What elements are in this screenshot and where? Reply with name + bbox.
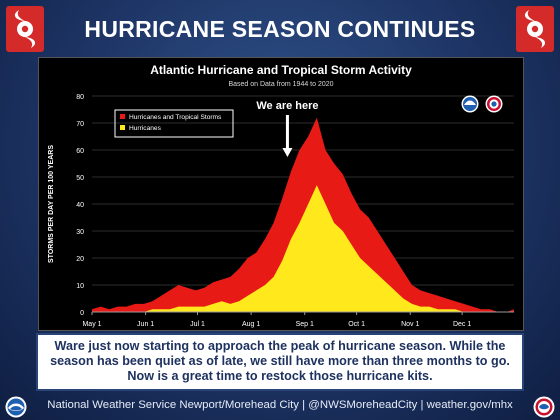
x-tick-label: Nov 1 bbox=[401, 321, 419, 328]
footer-office: National Weather Service Newport/Morehea… bbox=[47, 399, 299, 411]
nws-logo-icon bbox=[533, 396, 555, 418]
hurricane-symbol-icon bbox=[6, 6, 44, 52]
x-tick-label: May 1 bbox=[82, 321, 101, 328]
y-tick-label: 10 bbox=[76, 283, 84, 290]
y-tick-label: 80 bbox=[76, 94, 84, 101]
footer-text: National Weather Service Newport/Morehea… bbox=[32, 399, 528, 411]
caption-box: Ware just now starting to approach the p… bbox=[36, 333, 524, 391]
area-hurricanes bbox=[92, 185, 514, 312]
legend-swatch bbox=[120, 114, 125, 119]
footer-handle[interactable]: @NWSMoreheadCity bbox=[308, 399, 418, 411]
y-tick-label: 50 bbox=[76, 175, 84, 182]
chart-title: Atlantic Hurricane and Tropical Storm Ac… bbox=[150, 63, 412, 77]
hurricane-activity-chart: Atlantic Hurricane and Tropical Storm Ac… bbox=[48, 63, 514, 328]
x-tick-label: Dec 1 bbox=[453, 321, 471, 328]
x-tick-label: Aug 1 bbox=[242, 321, 260, 328]
y-tick-label: 30 bbox=[76, 229, 84, 236]
annotation-label: We are here bbox=[256, 100, 318, 112]
legend-label: Hurricanes bbox=[129, 125, 162, 132]
footer-url[interactable]: weather.gov/mhx bbox=[426, 399, 513, 411]
x-tick-label: Oct 1 bbox=[348, 321, 365, 328]
annotation-arrow-head bbox=[282, 148, 293, 157]
legend-box bbox=[114, 109, 234, 138]
legend-swatch bbox=[120, 125, 125, 130]
footer-separator: | bbox=[299, 399, 309, 411]
caption-text: Ware just now starting to approach the p… bbox=[50, 339, 510, 383]
page-title: HURRICANE SEASON CONTINUES bbox=[84, 16, 476, 42]
y-tick-label: 70 bbox=[76, 121, 84, 128]
chart-panel: Atlantic Hurricane and Tropical Storm Ac… bbox=[38, 57, 524, 331]
footer: National Weather Service Newport/Morehea… bbox=[0, 394, 560, 420]
x-tick-label: Sep 1 bbox=[296, 321, 314, 328]
y-tick-label: 60 bbox=[76, 148, 84, 155]
y-tick-label: 20 bbox=[76, 256, 84, 263]
area-hurricanes-and-tropical-storms bbox=[92, 117, 514, 312]
hurricane-symbol-icon bbox=[516, 6, 554, 52]
x-tick-label: Jul 1 bbox=[190, 321, 205, 328]
y-tick-label: 0 bbox=[80, 310, 84, 317]
nws-logo-icon bbox=[491, 101, 497, 107]
chart-subtitle: Based on Data from 1944 to 2020 bbox=[228, 81, 333, 88]
x-tick-label: Jun 1 bbox=[137, 321, 154, 328]
footer-separator: | bbox=[417, 399, 427, 411]
noaa-logo-icon bbox=[5, 396, 27, 418]
noaa-logo-icon bbox=[464, 100, 476, 105]
y-tick-label: 40 bbox=[76, 202, 84, 209]
legend-label: Hurricanes and Tropical Storms bbox=[129, 114, 222, 121]
y-axis-label: STORMS PER DAY PER 100 YEARS bbox=[48, 145, 55, 263]
